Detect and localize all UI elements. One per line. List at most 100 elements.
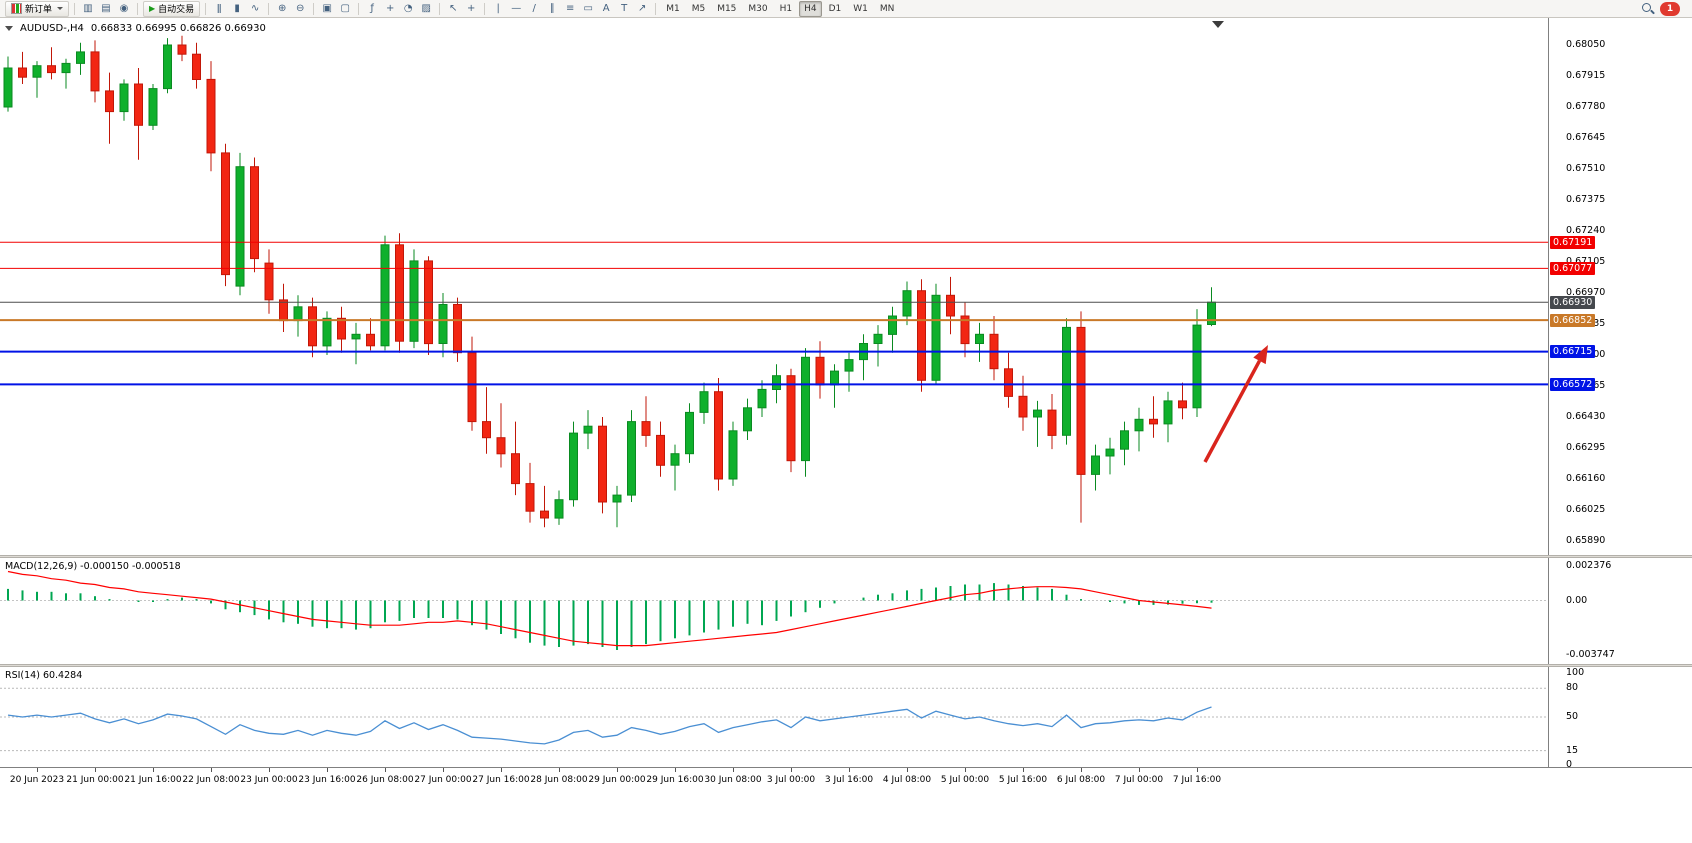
time-axis-tick — [1139, 768, 1140, 772]
crosshair-icon[interactable]: + — [466, 3, 476, 14]
time-axis-label: 5 Jul 16:00 — [998, 775, 1048, 785]
zoom-in-icon[interactable]: ⊕ — [277, 3, 287, 14]
chart-shift-marker-icon[interactable] — [1212, 21, 1224, 28]
bear-candle — [221, 143, 230, 287]
trendline-icon[interactable]: / — [532, 3, 536, 14]
time-axis-tick — [675, 768, 676, 772]
timeframe-m1-button[interactable]: M1 — [666, 3, 680, 14]
timeframe-m30-button[interactable]: M30 — [748, 3, 768, 14]
rsi-axis[interactable]: 100 80 50 15 0 — [1548, 667, 1692, 770]
auto-trading-label: 自动交易 — [158, 5, 195, 15]
price-chart-canvas[interactable] — [0, 18, 1548, 555]
bear-candle — [917, 279, 926, 392]
price-level-badge: 0.66930 — [1550, 295, 1596, 309]
timeframe-m15-button[interactable]: M15 — [717, 3, 737, 14]
bull-candle — [888, 306, 897, 353]
price-level-badge: 0.66715 — [1550, 345, 1596, 359]
time-axis-tick — [327, 768, 328, 772]
bull-candle — [1134, 407, 1144, 452]
toolbar-separator — [484, 2, 486, 15]
bull-candle — [699, 382, 709, 424]
charts-window-icon[interactable]: ▥ — [83, 3, 93, 14]
shapes-icon[interactable]: ▭ — [583, 3, 593, 14]
rsi-panel[interactable]: RSI(14) 60.4284 — [0, 667, 1548, 767]
new-order-button[interactable]: 新订单 — [5, 0, 70, 17]
horizontal-line-icon[interactable]: — — [511, 3, 522, 14]
auto-trading-button[interactable]: ▶ 自动交易 — [143, 0, 201, 17]
periods-icon[interactable]: ◔ — [403, 3, 413, 14]
bear-candle — [366, 318, 375, 351]
bull-candle — [1033, 400, 1042, 447]
macd-canvas[interactable] — [0, 558, 1548, 664]
time-axis-label: 23 Jun 16:00 — [298, 775, 356, 785]
time-axis[interactable]: 20 Jun 2023 21 Jun 00:00 21 Jun 16:00 22 Ju… — [0, 767, 1692, 792]
time-axis-tick — [385, 768, 386, 772]
indicators-icon[interactable]: ƒ — [370, 3, 374, 14]
add-indicator-icon[interactable]: + — [385, 3, 395, 14]
timeframe-h4-button[interactable]: H4 — [799, 0, 822, 17]
time-axis-label: 6 Jul 08:00 — [1056, 775, 1106, 785]
bull-candle — [32, 61, 42, 98]
sound-alerts-icon[interactable]: ◉ — [119, 3, 129, 14]
rsi-axis-label: 15 — [1566, 744, 1579, 756]
panel-splitter[interactable] — [0, 555, 1692, 558]
notifications-badge[interactable]: 1 — [1660, 1, 1680, 16]
bull-candle — [163, 38, 172, 94]
timeframe-h1-button[interactable]: H1 — [779, 3, 793, 14]
vertical-line-icon[interactable]: | — [496, 3, 500, 14]
bear-candle — [1178, 382, 1187, 420]
panel-splitter[interactable] — [0, 664, 1692, 667]
time-axis-tick — [733, 768, 734, 772]
fibonacci-icon[interactable]: ≡ — [565, 3, 575, 14]
bar-chart-icon[interactable]: ǁ — [216, 3, 222, 14]
rsi-canvas[interactable] — [0, 667, 1548, 767]
new-order-label: 新订单 — [25, 5, 53, 15]
templates-icon[interactable]: ▨ — [421, 3, 431, 14]
bull-candle — [409, 249, 419, 349]
time-axis-label: 27 Jun 00:00 — [414, 775, 472, 785]
time-axis-label: 3 Jul 16:00 — [824, 775, 874, 785]
timeframe-mn-button[interactable]: MN — [879, 3, 895, 14]
arrows-icon[interactable]: ↗ — [637, 3, 647, 14]
one-click-trading-icon[interactable] — [5, 26, 13, 31]
trend-arrow-line[interactable] — [1203, 359, 1262, 463]
time-axis-tick — [95, 768, 96, 772]
timeframe-d1-button[interactable]: D1 — [828, 3, 842, 14]
bull-candle — [322, 311, 332, 355]
auto-scroll-icon[interactable]: ▣ — [322, 3, 332, 14]
bull-candle — [685, 403, 694, 463]
rsi-axis-label: 100 — [1566, 667, 1585, 678]
text-icon[interactable]: A — [602, 3, 610, 14]
chart-shift-icon[interactable]: ▢ — [340, 3, 350, 14]
time-axis-label: 5 Jul 00:00 — [940, 775, 990, 785]
time-axis-tick — [443, 768, 444, 772]
price-axis[interactable]: 0.68050 0.67915 0.67780 0.67645 0.67510 0.673… — [1548, 18, 1692, 555]
channel-icon[interactable]: ∥ — [549, 3, 555, 14]
time-axis-label: 3 Jul 00:00 — [766, 775, 816, 785]
time-axis-tick — [791, 768, 792, 772]
cursor-icon[interactable]: ↖ — [448, 3, 458, 14]
bear-candle — [540, 485, 549, 528]
search-icon[interactable] — [1641, 2, 1654, 15]
timeframe-m5-button[interactable]: M5 — [691, 3, 706, 14]
new-order-icon — [11, 3, 22, 14]
autotrade-play-icon: ▶ — [149, 4, 156, 13]
time-axis-label: 21 Jun 16:00 — [124, 775, 182, 785]
profiles-icon[interactable]: ▤ — [101, 3, 111, 14]
time-axis-label: 22 Jun 08:00 — [182, 775, 240, 785]
price-axis-label: 0.67780 — [1566, 101, 1606, 112]
timeframe-w1-button[interactable]: W1 — [853, 3, 868, 14]
zoom-out-icon[interactable]: ⊖ — [295, 3, 305, 14]
line-chart-icon[interactable]: ∿ — [250, 3, 260, 14]
macd-panel[interactable]: MACD(12,26,9) -0.000150 -0.000518 — [0, 558, 1548, 664]
bull-candle — [119, 79, 129, 121]
time-axis-tick — [501, 768, 502, 772]
bull-candle — [757, 380, 767, 417]
label-icon[interactable]: T — [621, 3, 628, 14]
toolbar-separator — [74, 2, 76, 15]
rsi-line — [7, 706, 1212, 745]
bear-candle — [989, 316, 999, 381]
main-chart-panel[interactable]: AUDUSD-,H4 0.66833 0.66995 0.66826 0.669… — [0, 18, 1548, 555]
macd-axis[interactable]: 0.002376 0.00 -0.003747 — [1548, 558, 1692, 664]
candlestick-chart-icon[interactable]: ▮ — [234, 3, 240, 14]
